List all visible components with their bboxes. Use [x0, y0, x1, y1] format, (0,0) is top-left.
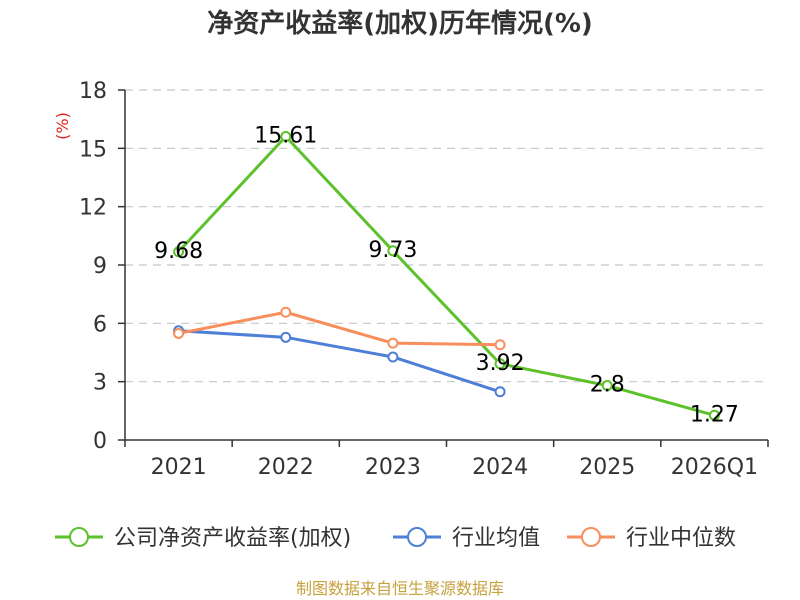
- data-point-s0-2025[interactable]: [601, 380, 613, 392]
- series-lines: [173, 130, 720, 421]
- data-point-s2-2023[interactable]: [387, 337, 399, 349]
- y-tick-label: 0: [93, 429, 107, 454]
- legend-marker-company-roe: [69, 527, 89, 547]
- data-point-s0-2024[interactable]: [494, 358, 506, 370]
- data-point-s0-2023[interactable]: [387, 245, 399, 257]
- data-labels: 9.68 15.61 9.73 3.92 2.8 1.27: [154, 123, 739, 427]
- legend-item-company-roe[interactable]: 公司净资产收益率(加权): [55, 526, 351, 551]
- data-point-s2-2022[interactable]: [280, 306, 292, 318]
- y-tick-label: 15: [79, 137, 107, 162]
- y-tick-label: 12: [79, 196, 107, 221]
- x-tick-label: 2024: [472, 455, 528, 480]
- series-line-1: [177, 329, 502, 394]
- y-tick-label: 6: [93, 312, 107, 337]
- y-tick-label: 3: [93, 371, 107, 396]
- data-point-s1-2023[interactable]: [387, 351, 399, 363]
- legend-item-industry-median[interactable]: 行业中位数: [567, 526, 736, 551]
- legend-label-industry-median: 行业中位数: [626, 526, 736, 551]
- chart-title: 净资产收益率(加权)历年情况(%): [207, 8, 593, 39]
- y-axis-label: (%): [53, 112, 72, 140]
- x-tick-label: 2025: [579, 455, 635, 480]
- x-tick-label: 2023: [365, 455, 421, 480]
- data-label-s0-2023: 9.73: [368, 238, 417, 263]
- data-point-s0-2022[interactable]: [280, 130, 292, 142]
- data-point-s1-2022[interactable]: [280, 331, 292, 343]
- gridlines: [125, 89, 768, 383]
- x-tick-label: 2026Q1: [671, 455, 758, 480]
- y-tick-label: 9: [93, 254, 107, 279]
- series-line-2: [177, 310, 502, 347]
- source-footer: 制图数据来自恒生聚源数据库: [296, 579, 504, 598]
- legend-label-industry-mean: 行业均值: [452, 526, 540, 551]
- data-label-s0-2021: 9.68: [154, 239, 203, 264]
- y-tick-label: 18: [79, 79, 107, 104]
- axis-ticks: 0 3 6 9 12 15 18 2021 2022 2023 2024 2025 2026Q1: [79, 79, 769, 480]
- data-point-s1-2024[interactable]: [494, 386, 506, 398]
- legend-item-industry-mean[interactable]: 行业均值: [393, 526, 540, 551]
- legend: 公司净资产收益率(加权) 行业均值 行业中位数: [55, 526, 736, 551]
- legend-label-company-roe: 公司净资产收益率(加权): [114, 526, 351, 551]
- data-point-s0-2021[interactable]: [173, 246, 185, 258]
- legend-marker-industry-mean: [407, 527, 427, 547]
- series-line-0: [177, 134, 716, 417]
- data-label-s0-2024: 3.92: [476, 351, 525, 376]
- x-tick-label: 2022: [258, 455, 314, 480]
- data-point-s2-2021[interactable]: [173, 327, 185, 339]
- legend-marker-industry-median: [581, 527, 601, 547]
- data-point-s0-2026Q1[interactable]: [708, 409, 720, 421]
- x-tick-label: 2021: [151, 455, 207, 480]
- data-label-s0-2025: 2.8: [590, 373, 625, 398]
- data-label-s0-2026Q1: 1.27: [690, 402, 739, 427]
- data-point-s2-2024[interactable]: [494, 339, 506, 351]
- data-label-s0-2022: 15.61: [254, 123, 317, 148]
